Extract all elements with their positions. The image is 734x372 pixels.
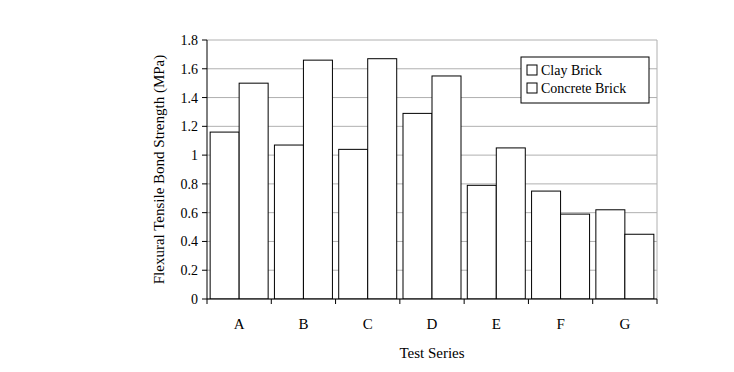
bar [532,191,561,299]
y-tick [202,40,207,41]
x-axis [207,299,657,300]
legend: Clay Brick Concrete Brick [521,57,649,103]
y-tick [202,155,207,156]
x-tick-label: D [427,316,438,332]
bar [596,210,625,299]
bars [210,59,654,299]
x-tick-label: E [492,316,501,332]
bar [561,214,590,299]
x-tick [335,299,336,304]
x-tick [657,299,658,304]
x-tick-label: A [234,316,245,332]
bar [239,83,268,299]
chart: 0 0.2 0.4 0.6 0.8 1 1.2 1.4 1.6 1.8 A B C D E F G Test Se… [0,0,734,372]
y-axis-label: Flexural Tensile Bond Strength (MPa) [151,55,168,284]
x-tick-label: G [619,316,630,332]
bar [274,145,303,299]
y-tick [202,270,207,271]
grid-line [207,299,657,300]
legend-swatch [527,83,537,93]
x-tick-label: B [298,316,308,332]
x-tick [207,299,208,304]
y-tick-label: 1 [191,148,198,163]
y-tick-label: 1.4 [181,91,199,106]
y-tick [202,241,207,242]
bar [496,148,525,299]
x-tick [528,299,529,304]
grid-line [207,40,657,41]
y-tick [202,183,207,184]
legend-label: Clay Brick [541,63,602,78]
bar [625,234,654,299]
legend-label: Concrete Brick [541,81,626,96]
y-tick-label: 0.4 [181,234,199,249]
y-tick [202,212,207,213]
x-tick [399,299,400,304]
bar [432,76,461,299]
y-tick [202,68,207,69]
x-tick-label: F [556,316,564,332]
bar [303,60,332,299]
y-tick-label: 0.2 [181,263,199,278]
y-tick-label: 0.8 [181,177,199,192]
y-tick-label: 1.2 [181,119,199,134]
x-tick [271,299,272,304]
legend-swatch [527,65,537,75]
frame-right [657,40,658,299]
bar [368,59,397,299]
bar [403,113,432,299]
x-tick [464,299,465,304]
y-tick-label: 0 [191,292,198,307]
y-tick [202,97,207,98]
x-tick-label: C [363,316,373,332]
y-axis [207,40,208,299]
y-tick [202,299,207,300]
y-tick-label: 1.6 [181,62,199,77]
bar [210,132,239,299]
bar [467,185,496,299]
bar [339,149,368,299]
x-axis-label: Test Series [399,345,464,361]
y-tick [202,126,207,127]
y-tick-label: 1.8 [181,33,199,48]
legend-box [521,57,649,103]
x-tick [592,299,593,304]
y-tick-label: 0.6 [181,206,199,221]
